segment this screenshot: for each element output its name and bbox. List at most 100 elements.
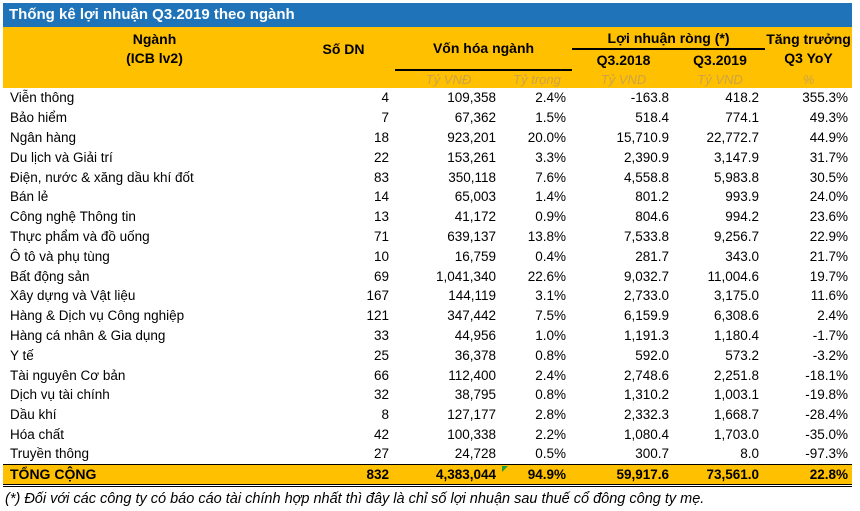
industry-name-cell: Ô tô và phụ tùng — [3, 246, 306, 267]
cap-share-cell: 22.6% — [502, 266, 573, 286]
profit-2018-cell: 6,159.9 — [572, 305, 676, 326]
profit-2018-cell: 1,080.4 — [572, 424, 676, 445]
column-header-q3-2018: Q3.2018 — [572, 49, 676, 70]
companies-count-cell: 66 — [306, 365, 395, 385]
growth-yoy-cell: 19.7% — [765, 266, 853, 286]
profit-2019-cell: 343.0 — [675, 246, 766, 267]
column-header-q3-2019: Q3.2019 — [675, 49, 766, 70]
growth-yoy-cell: 21.7% — [765, 246, 853, 267]
profit-2018-cell: 592.0 — [572, 345, 676, 366]
industry-header-line2: (ICB lv2) — [126, 49, 183, 66]
growth-yoy-cell: 2.4% — [765, 305, 853, 326]
companies-count-cell: 18 — [306, 127, 395, 148]
growth-yoy-cell: 24.0% — [765, 186, 853, 207]
table-row: Hàng & Dịch vụ Công nghiệp 121 347,442 7… — [3, 305, 853, 326]
growth-yoy-cell: 30.5% — [765, 167, 853, 187]
profit-2018-cell: 15,710.9 — [572, 127, 676, 148]
total-label-cell: TỔNG CỘNG — [3, 463, 306, 487]
profit-2019-cell: 774.1 — [675, 107, 766, 128]
profit-2019-cell: 22,772.7 — [675, 127, 766, 148]
market-cap-cell: 41,172 — [395, 206, 502, 227]
table-body: Viễn thông 4 109,358 2.4% -163.8 418.2 3… — [3, 88, 853, 465]
total-profit-2019-cell: 73,561.0 — [675, 463, 766, 487]
table-row: Bất động sản 69 1,041,340 22.6% 9,032.7 … — [3, 266, 853, 286]
growth-yoy-cell: -1.7% — [765, 325, 853, 346]
profit-2019-cell: 6,308.6 — [675, 305, 766, 326]
profit-2019-cell: 1,668.7 — [675, 404, 766, 425]
profit-2018-cell: 2,332.3 — [572, 404, 676, 425]
market-cap-cell: 144,119 — [395, 285, 502, 306]
industry-name-cell: Thực phẩm và đồ uống — [3, 226, 306, 247]
cap-share-cell: 1.0% — [502, 325, 573, 346]
table-row: Hàng cá nhân & Gia dụng 33 44,956 1.0% 1… — [3, 325, 853, 346]
table-row: Hóa chất 42 100,338 2.2% 1,080.4 1,703.0… — [3, 424, 853, 445]
market-cap-cell: 65,003 — [395, 186, 502, 207]
column-header-companies: Số DN — [306, 27, 395, 70]
table-row: Bán lẻ 14 65,003 1.4% 801.2 993.9 24.0% — [3, 186, 853, 207]
market-cap-cell: 127,177 — [395, 404, 502, 425]
cap-share-cell: 20.0% — [502, 127, 573, 148]
profit-2019-cell: 3,147.9 — [675, 147, 766, 168]
profit-2018-cell: 1,310.2 — [572, 384, 676, 405]
footnote: (*) Đối với các công ty có báo cáo tài c… — [5, 490, 705, 507]
profit-2019-cell: 9,256.7 — [675, 226, 766, 247]
industry-name-cell: Công nghệ Thông tin — [3, 206, 306, 227]
market-cap-cell: 153,261 — [395, 147, 502, 168]
market-cap-cell: 67,362 — [395, 107, 502, 128]
unit-cell-empty-industry — [3, 70, 306, 88]
growth-yoy-cell: 22.9% — [765, 226, 853, 247]
industry-name-cell: Bảo hiểm — [3, 107, 306, 128]
profit-2018-cell: 1,191.3 — [572, 325, 676, 346]
cap-share-cell: 2.4% — [502, 365, 573, 385]
table-row: Ô tô và phụ tùng 10 16,759 0.4% 281.7 34… — [3, 246, 853, 267]
companies-count-cell: 14 — [306, 186, 395, 207]
profit-2018-cell: 2,748.6 — [572, 365, 676, 385]
total-companies-cell: 832 — [306, 463, 395, 487]
unit-market-cap-value: Tỷ VNĐ — [395, 70, 502, 88]
profit-2018-cell: 518.4 — [572, 107, 676, 128]
table-row: Xây dựng và Vật liệu 167 144,119 3.1% 2,… — [3, 285, 853, 306]
industry-name-cell: Du lịch và Giải trí — [3, 147, 306, 168]
total-profit-2018-cell: 59,917.6 — [572, 463, 676, 487]
industry-name-cell: Hàng & Dịch vụ Công nghiệp — [3, 305, 306, 326]
companies-count-cell: 33 — [306, 325, 395, 346]
companies-count-cell: 167 — [306, 285, 395, 306]
market-cap-cell: 923,201 — [395, 127, 502, 148]
cap-share-cell: 3.1% — [502, 285, 573, 306]
industry-header-line1: Ngành — [132, 30, 177, 47]
market-cap-cell: 44,956 — [395, 325, 502, 346]
table-row: Viễn thông 4 109,358 2.4% -163.8 418.2 3… — [3, 88, 853, 108]
profit-2018-cell: 2,733.0 — [572, 285, 676, 306]
profit-2018-cell: -163.8 — [572, 88, 676, 108]
column-header-growth: Tăng trưởng Q3 YoY — [765, 27, 853, 70]
market-cap-cell: 639,137 — [395, 226, 502, 247]
profit-2019-cell: 993.9 — [675, 186, 766, 207]
growth-header-line1: Tăng trưởng — [766, 30, 851, 47]
unit-market-cap-share: Tỷ trọng — [502, 70, 573, 88]
cap-share-cell: 0.8% — [502, 384, 573, 405]
profit-2019-cell: 5,983.8 — [675, 167, 766, 187]
market-cap-cell: 16,759 — [395, 246, 502, 267]
cap-share-cell: 2.8% — [502, 404, 573, 425]
growth-yoy-cell: 355.3% — [765, 88, 853, 108]
market-cap-cell: 100,338 — [395, 424, 502, 445]
companies-count-cell: 4 — [306, 88, 395, 108]
cap-share-cell: 0.8% — [502, 345, 573, 366]
industry-name-cell: Y tế — [3, 345, 306, 366]
growth-yoy-cell: -35.0% — [765, 424, 853, 445]
table-row: Y tế 25 36,378 0.8% 592.0 573.2 -3.2% — [3, 345, 853, 366]
profit-2019-cell: 1,703.0 — [675, 424, 766, 445]
cap-share-cell: 0.5% — [502, 444, 573, 465]
companies-count-cell: 22 — [306, 147, 395, 168]
profit-2018-cell: 7,533.8 — [572, 226, 676, 247]
industry-name-cell: Tài nguyên Cơ bản — [3, 365, 306, 385]
growth-yoy-cell: -97.3% — [765, 444, 853, 465]
profit-2018-cell: 2,390.9 — [572, 147, 676, 168]
column-group-market-cap: Vốn hóa ngành — [395, 27, 573, 71]
report-title-bar: Thống kê lợi nhuận Q3.2019 theo ngành — [3, 3, 852, 27]
growth-header-line2: Q3 YoY — [784, 49, 833, 66]
growth-yoy-cell: 11.6% — [765, 285, 853, 306]
cap-share-cell: 0.9% — [502, 206, 573, 227]
unit-profit-2019: Tỷ VND — [675, 70, 766, 88]
